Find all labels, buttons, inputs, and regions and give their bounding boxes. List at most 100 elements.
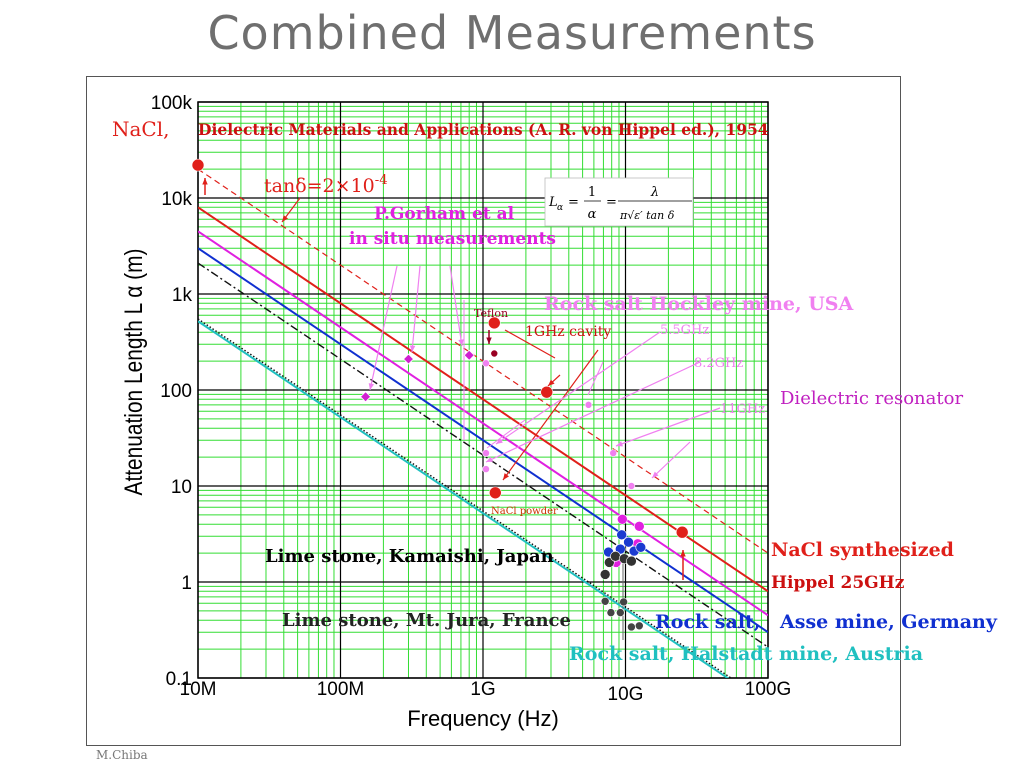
data-point <box>606 608 616 617</box>
data-point <box>489 486 502 500</box>
series-line <box>198 318 733 678</box>
grid <box>197 101 769 679</box>
data-point <box>627 482 636 490</box>
label-nacl-powder: NaCl powder <box>491 506 558 517</box>
formula-num1: 1 <box>588 185 596 200</box>
label-nacl-synthesized: NaCl synthesized <box>771 539 954 561</box>
y-tick-label: 1 <box>181 573 192 594</box>
data-point <box>675 525 689 539</box>
x-axis-label: Frequency (Hz) <box>407 706 559 731</box>
data-point <box>609 449 618 457</box>
label-rock-salt: Rock salt, <box>655 611 760 633</box>
arrow-head <box>503 473 510 480</box>
arrow-head <box>486 456 493 462</box>
data-point <box>482 359 490 368</box>
x-tick-label: 1G <box>470 679 495 700</box>
label-nacl: NaCl, <box>112 117 169 141</box>
data-point <box>482 465 490 473</box>
callout-11ghz <box>615 407 721 447</box>
data-point <box>617 513 628 525</box>
data-point-diamond <box>360 391 372 403</box>
formula-num2: λ <box>650 185 659 200</box>
data-point <box>623 536 634 548</box>
data-point-diamond <box>463 349 475 361</box>
callout-nacl-powder <box>502 349 599 481</box>
label-asse: Asse mine, Germany <box>779 611 998 633</box>
data-point <box>610 551 621 562</box>
arrow-head <box>282 215 289 222</box>
y-tick-label: 100 <box>160 381 192 402</box>
formula-eq1: = <box>568 195 579 210</box>
data-point <box>584 401 593 409</box>
y-tick-label: 0.1 <box>166 669 192 690</box>
label-hippel-25ghz: Hippel 25GHz <box>771 573 905 593</box>
x-tick-label: 10M <box>180 679 217 700</box>
y-axis-label: Attenuation Length L α (m) <box>119 249 147 496</box>
callout-5ghz <box>495 331 661 445</box>
arrow-head <box>486 337 492 344</box>
label-hippel-1954: Dielectric Materials and Applications (A… <box>198 120 769 139</box>
y-tick-label: 100k <box>151 93 193 114</box>
data-point <box>635 541 647 553</box>
callout-1ghz <box>504 329 556 359</box>
label-5-5ghz: 5.5GHz <box>660 323 709 338</box>
callout-dr <box>651 441 691 479</box>
data-point <box>599 569 611 580</box>
arrow-head <box>409 345 416 352</box>
label-11ghz: 11GHz <box>720 402 765 417</box>
series-line <box>198 320 730 678</box>
label-tandelta: tanδ=2×10-4 <box>264 173 388 197</box>
callout-gorham <box>449 265 463 347</box>
y-tick-label: 1k <box>172 285 193 306</box>
label-tandelta-exponent: -4 <box>375 173 388 188</box>
author-credit: M.Chiba <box>96 748 148 762</box>
data-point <box>616 529 627 541</box>
series-line <box>198 247 768 634</box>
data-point <box>490 349 499 358</box>
arrow-head <box>496 438 503 444</box>
x-tick-label: 100M <box>317 679 365 700</box>
label-in-situ: in situ measurements <box>349 229 556 249</box>
x-tick-label: 100G <box>745 679 791 700</box>
data-point <box>627 622 636 632</box>
label-kamaishi: Lime stone, Kamaishi, Japan <box>265 546 554 567</box>
arrow-head <box>548 379 555 386</box>
formula-lhs: L <box>548 195 558 210</box>
data-point <box>634 521 645 532</box>
series-line <box>198 230 768 617</box>
label-8-2ghz: 8.2GHz <box>694 356 743 371</box>
data-point-diamond <box>402 353 415 365</box>
label-teflon: Teflon <box>474 307 508 320</box>
formula-den2: π√ε′ tan δ <box>619 209 675 222</box>
label-gorham: P.Gorham et al <box>374 204 515 224</box>
arrow-head <box>458 339 464 346</box>
label-dielectric-resonator: Dielectric resonator <box>780 388 963 409</box>
data-point <box>600 596 610 606</box>
data-point <box>482 449 490 457</box>
arrow-head <box>652 471 659 478</box>
data-point <box>616 608 625 617</box>
formula-box <box>544 177 694 227</box>
series-line <box>198 206 768 593</box>
callout-dr <box>587 361 604 396</box>
x-tick-label: 10G <box>608 684 644 705</box>
y-tick-label: 10k <box>161 189 192 210</box>
data-point <box>487 316 501 330</box>
data-point <box>635 621 644 631</box>
formula-sub: α <box>557 203 563 213</box>
arrow-head <box>202 178 208 185</box>
formula-eq2: = <box>606 195 617 210</box>
data-point <box>619 597 628 607</box>
annotations: NaCl, Dielectric Materials and Applicatio… <box>112 117 998 665</box>
data-points <box>191 158 689 632</box>
label-1ghz-cavity: 1GHz cavity <box>525 324 611 340</box>
arrow-head <box>680 550 686 557</box>
callout-dr <box>486 419 526 449</box>
callout-gorham <box>369 265 398 391</box>
data-point <box>540 385 554 399</box>
callouts <box>202 178 721 640</box>
label-halstadt: Rock salt, Halstadt mine, Austria <box>569 643 923 665</box>
label-jura: Lime stone, Mt. Jura, France <box>282 610 571 631</box>
